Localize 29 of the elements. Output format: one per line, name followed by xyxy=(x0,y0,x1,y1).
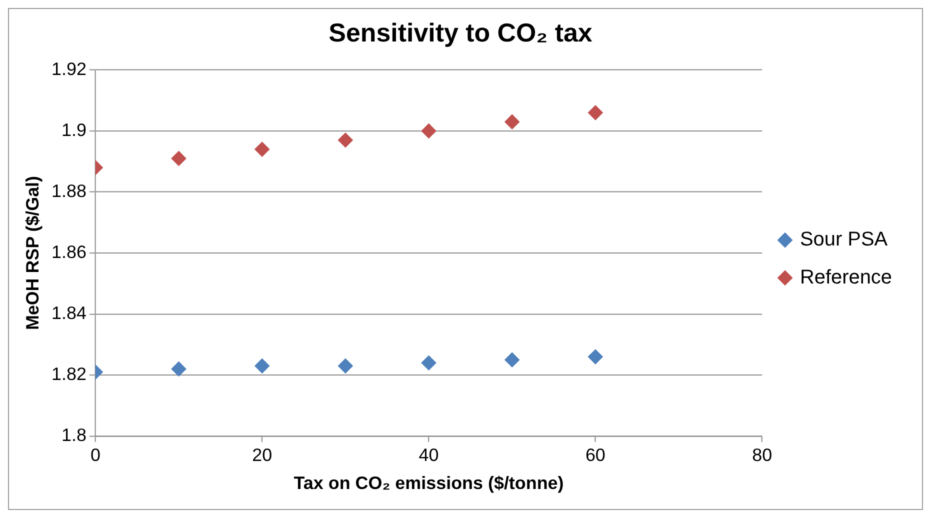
y-axis-title: MeOH RSP ($/Gal) xyxy=(22,176,43,330)
legend-label: Sour PSA xyxy=(800,228,888,251)
y-tick-label: 1.8 xyxy=(62,425,86,446)
point xyxy=(254,142,270,157)
point xyxy=(171,361,186,376)
x-tick-label: 20 xyxy=(252,444,272,465)
legend-label: Reference xyxy=(800,266,892,288)
x-tick-label: 40 xyxy=(418,444,439,465)
point xyxy=(421,124,436,138)
x-tick-label: 0 xyxy=(90,444,100,465)
point xyxy=(338,132,353,148)
point xyxy=(171,150,186,166)
y-tick-label: 1.9 xyxy=(62,120,86,140)
point xyxy=(254,358,270,374)
y-tick-label: 1.84 xyxy=(52,303,86,323)
y-tick-label: 1.82 xyxy=(52,364,86,384)
y-tick-label: 1.88 xyxy=(52,180,86,201)
point xyxy=(421,355,436,370)
point xyxy=(588,105,603,120)
point xyxy=(588,349,603,364)
chart-title: Sensitivity to CO₂ tax xyxy=(328,20,593,48)
x-tick-label: 60 xyxy=(585,444,606,465)
point xyxy=(504,114,520,130)
point xyxy=(504,352,520,368)
point xyxy=(338,358,353,374)
x-axis-title: Tax on CO₂ emissions ($/tonne) xyxy=(294,473,564,494)
y-tick-label: 1.92 xyxy=(52,58,86,79)
y-tick-label: 1.86 xyxy=(52,242,86,262)
x-tick-label: 80 xyxy=(752,444,772,465)
